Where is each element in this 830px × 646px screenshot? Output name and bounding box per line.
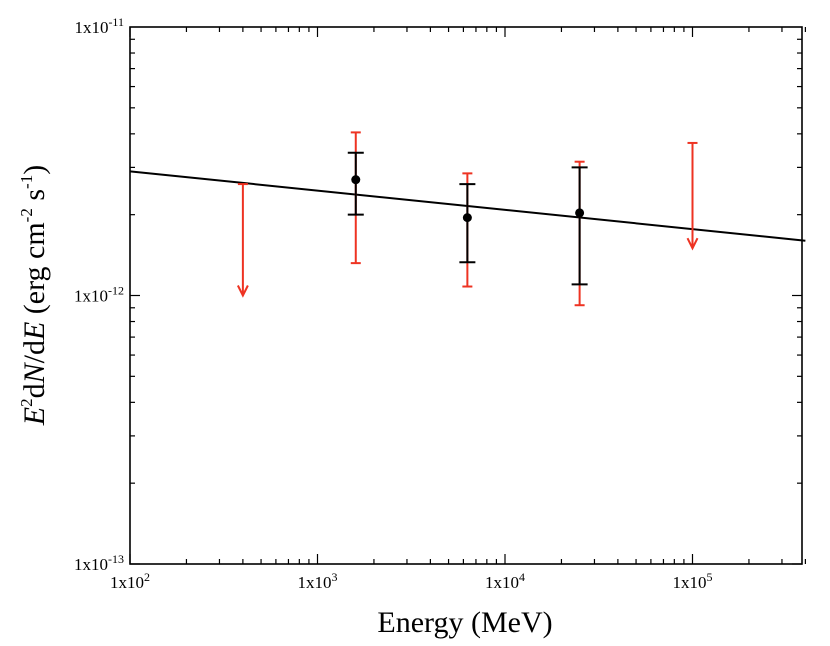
x-tick-label: 1x103: [298, 570, 338, 592]
x-axis-title: Energy (MeV): [377, 606, 552, 639]
x-tick-label: 1x104: [485, 570, 525, 592]
y-tick-label: 1x10-11: [74, 15, 124, 37]
upper-limit-arrowhead: [236, 285, 249, 298]
x-tick-label: 1x102: [110, 570, 150, 592]
y-axis-title: E2dN/dE (erg cm-2 s-1): [17, 165, 51, 426]
upper-limit-arrowhead: [686, 237, 699, 251]
tick-labels: 1x102 1x103 1x104 1x105 1x10-11 1x10-12 1x10-1…: [74, 15, 713, 592]
y-tick-label: 1x10-13: [74, 552, 124, 574]
data-marks: [129, 131, 806, 307]
x-tick-label: 1x105: [673, 570, 713, 592]
plot-frame: [129, 26, 803, 565]
y-tick-label: 1x10-12: [74, 284, 124, 306]
data-point: [462, 213, 472, 223]
axis-ticks: [129, 27, 806, 565]
data-point: [351, 175, 361, 185]
data-point: [575, 208, 585, 218]
